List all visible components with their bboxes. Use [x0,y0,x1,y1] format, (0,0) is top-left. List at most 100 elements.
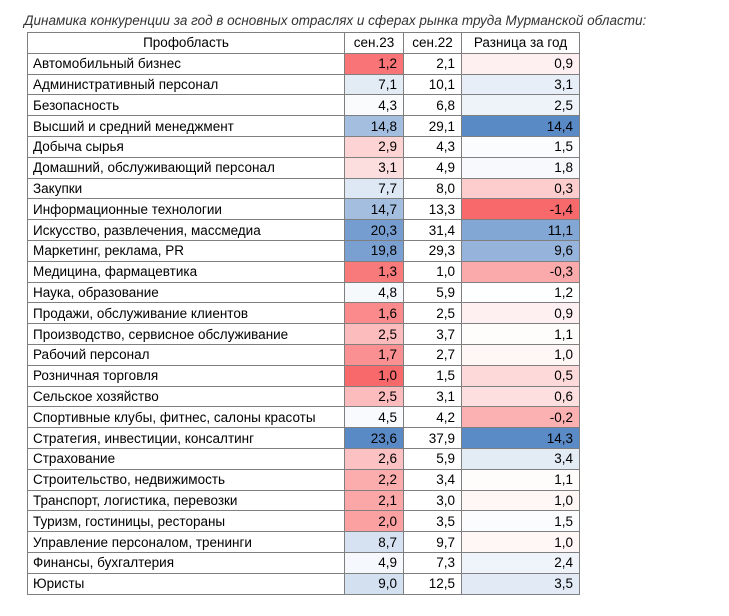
cell-diff: 3,4 [461,447,580,470]
cell-diff: 14,4 [461,115,580,137]
cell-sep22: 31,4 [403,219,462,241]
cell-diff: 1,0 [461,489,580,512]
table-row: Маркетинг, реклама, PR 19,8 29,3 9,6 [27,239,580,262]
table-row: Спортивные клубы, фитнес, салоны красоты… [27,406,580,429]
cell-sep23: 2,6 [344,447,404,470]
table-row: Автомобильный бизнес 1,2 2,1 0,9 [27,52,580,75]
cell-sep22: 1,5 [403,364,462,387]
cell-sep23: 20,3 [344,219,404,241]
column-header-diff: Разница за год [461,32,580,54]
competition-table: Профобласть сен.23 сен.22 Разница за год… [27,32,580,595]
cell-diff: 1,5 [461,135,580,158]
cell-profarea: Добыча сырья [27,135,345,158]
cell-diff: 3,5 [461,572,580,595]
table-row: Управление персоналом, тренинги 8,7 9,7 1,0 [27,531,580,553]
cell-diff: 0,9 [461,52,580,75]
cell-diff: 0,9 [461,302,580,325]
cell-diff: 9,6 [461,239,580,262]
cell-sep22: 2,5 [403,302,462,325]
cell-profarea: Медицина, фармацевтика [27,260,345,283]
cell-sep23: 2,5 [344,385,404,408]
table-title: Динамика конкуренции за год в основных о… [24,13,647,28]
cell-diff: 1,1 [461,323,580,345]
table-row: Продажи, обслуживание клиентов 1,6 2,5 0,9 [27,302,580,325]
cell-profarea: Домашний, обслуживающий персонал [27,156,345,179]
table-row: Закупки 7,7 8,0 0,3 [27,177,580,200]
cell-profarea: Автомобильный бизнес [27,52,345,75]
table-row: Транспорт, логистика, перевозки 2,1 3,0 1,0 [27,489,580,512]
cell-profarea: Продажи, обслуживание клиентов [27,302,345,325]
cell-sep23: 23,6 [344,427,404,449]
cell-profarea: Транспорт, логистика, перевозки [27,489,345,512]
cell-sep23: 1,0 [344,364,404,387]
table-row: Добыча сырья 2,9 4,3 1,5 [27,135,580,158]
cell-sep23: 1,2 [344,52,404,75]
cell-sep23: 8,7 [344,531,404,553]
cell-sep23: 2,1 [344,489,404,512]
cell-profarea: Страхование [27,447,345,470]
cell-profarea: Туризм, гостиницы, рестораны [27,510,345,533]
cell-sep22: 1,0 [403,260,462,283]
header-row: Профобласть сен.23 сен.22 Разница за год [27,32,580,54]
cell-diff: 0,6 [461,385,580,408]
cell-diff: 3,1 [461,73,580,96]
cell-diff: 14,3 [461,427,580,449]
table-row: Сельское хозяйство 2,5 3,1 0,6 [27,385,580,408]
cell-profarea: Безопасность [27,94,345,117]
cell-diff: 1,5 [461,510,580,533]
cell-profarea: Сельское хозяйство [27,385,345,408]
cell-diff: 1,2 [461,281,580,304]
table-row: Высший и средний менеджмент 14,8 29,1 14,4 [27,115,580,137]
cell-sep22: 3,0 [403,489,462,512]
table-row: Туризм, гостиницы, рестораны 2,0 3,5 1,5 [27,510,580,533]
cell-profarea: Спортивные клубы, фитнес, салоны красоты [27,406,345,429]
table-row: Административный персонал 7,1 10,1 3,1 [27,73,580,96]
table-row: Производство, сервисное обслуживание 2,5 3… [27,323,580,345]
table-row: Рабочий персонал 1,7 2,7 1,0 [27,343,580,366]
table-row: Финансы, бухгалтерия 4,9 7,3 2,4 [27,551,580,574]
cell-sep22: 6,8 [403,94,462,117]
cell-sep22: 10,1 [403,73,462,96]
cell-diff: 0,3 [461,177,580,200]
cell-sep22: 29,3 [403,239,462,262]
cell-sep22: 13,3 [403,198,462,221]
table-row: Искусство, развлечения, массмедиа 20,3 31,… [27,219,580,241]
cell-sep23: 9,0 [344,572,404,595]
cell-diff: -0,3 [461,260,580,283]
cell-sep23: 4,5 [344,406,404,429]
cell-profarea: Маркетинг, реклама, PR [27,239,345,262]
cell-profarea: Производство, сервисное обслуживание [27,323,345,345]
cell-sep23: 1,3 [344,260,404,283]
cell-sep23: 14,8 [344,115,404,137]
cell-sep22: 7,3 [403,551,462,574]
cell-profarea: Закупки [27,177,345,200]
cell-sep22: 37,9 [403,427,462,449]
cell-sep22: 8,0 [403,177,462,200]
cell-diff: 2,5 [461,94,580,117]
column-header-sep22: сен.22 [403,32,462,54]
cell-sep22: 29,1 [403,115,462,137]
cell-diff: -1,4 [461,198,580,221]
table-row: Страхование 2,6 5,9 3,4 [27,447,580,470]
cell-profarea: Финансы, бухгалтерия [27,551,345,574]
cell-sep22: 4,3 [403,135,462,158]
cell-diff: 1,0 [461,343,580,366]
cell-sep23: 7,1 [344,73,404,96]
cell-sep23: 2,2 [344,468,404,491]
table-row: Информационные технологии 14,7 13,3 -1,4 [27,198,580,221]
cell-sep22: 5,9 [403,281,462,304]
cell-sep23: 7,7 [344,177,404,200]
cell-sep22: 12,5 [403,572,462,595]
table-row: Розничная торговля 1,0 1,5 0,5 [27,364,580,387]
cell-sep22: 4,9 [403,156,462,179]
cell-diff: 0,5 [461,364,580,387]
cell-profarea: Административный персонал [27,73,345,96]
table-row: Наука, образование 4,8 5,9 1,2 [27,281,580,304]
cell-sep23: 4,8 [344,281,404,304]
cell-sep23: 2,9 [344,135,404,158]
cell-sep22: 2,7 [403,343,462,366]
table-row: Медицина, фармацевтика 1,3 1,0 -0,3 [27,260,580,283]
column-header-sep23: сен.23 [344,32,404,54]
cell-profarea: Строительство, недвижимость [27,468,345,491]
cell-sep23: 1,7 [344,343,404,366]
